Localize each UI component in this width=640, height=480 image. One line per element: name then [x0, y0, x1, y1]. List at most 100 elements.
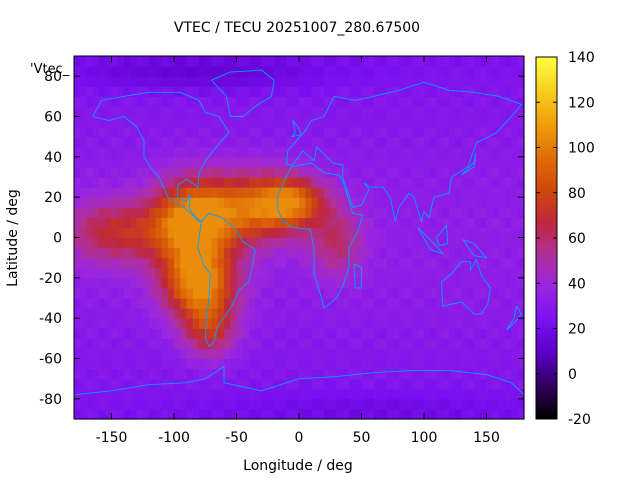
heatmap-cell — [267, 257, 275, 269]
heatmap-cell — [111, 408, 119, 420]
heatmap-cell — [161, 247, 169, 259]
heatmap-cell — [517, 247, 525, 259]
heatmap-cell — [161, 298, 169, 309]
heatmap-cell — [105, 66, 113, 77]
heatmap-cell — [274, 177, 281, 188]
heatmap-cell — [405, 267, 413, 279]
heatmap-cell — [436, 217, 444, 229]
heatmap-cell — [305, 56, 313, 67]
heatmap-cell — [92, 217, 100, 229]
heatmap-cell — [499, 126, 506, 138]
heatmap-cell — [274, 76, 281, 87]
heatmap-cell — [174, 358, 181, 370]
heatmap-cell — [442, 76, 450, 87]
heatmap-cell — [330, 227, 338, 239]
heatmap-cell — [92, 308, 100, 319]
heatmap-cell — [255, 247, 263, 259]
heatmap-cell — [405, 86, 413, 97]
heatmap-cell — [117, 217, 125, 229]
heatmap-cell — [99, 197, 106, 208]
heatmap-cell — [180, 66, 188, 77]
heatmap-cell — [342, 328, 350, 339]
heatmap-cell — [99, 298, 106, 309]
heatmap-cell — [399, 106, 406, 118]
heatmap-cell — [449, 237, 456, 249]
heatmap-cell — [149, 388, 156, 400]
heatmap-cell — [167, 267, 175, 279]
heatmap-cell — [105, 227, 113, 239]
heatmap-cell — [255, 126, 263, 138]
heatmap-cell — [355, 247, 363, 259]
heatmap-cell — [311, 277, 319, 289]
heatmap-cell — [455, 378, 463, 390]
heatmap-cell — [286, 368, 294, 380]
heatmap-cell — [449, 348, 456, 360]
heatmap-cell — [186, 298, 194, 309]
heatmap-cell — [499, 76, 506, 87]
heatmap-cell — [399, 86, 406, 97]
heatmap-cell — [380, 96, 388, 108]
heatmap-cell — [480, 207, 488, 218]
heatmap-cell — [430, 308, 438, 319]
heatmap-cell — [99, 388, 106, 400]
heatmap-cell — [180, 388, 188, 400]
heatmap-cell — [174, 197, 181, 208]
heatmap-cell — [442, 227, 450, 239]
heatmap-cell — [161, 257, 169, 269]
heatmap-cell — [236, 156, 244, 168]
heatmap-cell — [249, 368, 256, 380]
heatmap-cell — [267, 207, 275, 218]
heatmap-cell — [474, 408, 481, 420]
heatmap-cell — [386, 146, 394, 158]
heatmap-cell — [292, 86, 300, 97]
heatmap-cell — [367, 277, 375, 289]
heatmap-cell — [117, 378, 125, 390]
heatmap-cell — [167, 187, 175, 198]
heatmap-cell — [499, 166, 506, 178]
heatmap-cell — [330, 126, 338, 138]
heatmap-cell — [442, 177, 450, 188]
heatmap-cell — [317, 408, 325, 420]
heatmap-cell — [505, 388, 513, 400]
heatmap-cell — [424, 287, 431, 299]
heatmap-cell — [449, 136, 456, 148]
heatmap-cell — [111, 106, 119, 118]
heatmap-cell — [117, 398, 125, 410]
heatmap-cell — [474, 56, 481, 67]
heatmap-cell — [411, 146, 419, 158]
heatmap-cell — [399, 136, 406, 148]
heatmap-cell — [436, 328, 444, 339]
heatmap-cell — [386, 227, 394, 239]
heatmap-cell — [124, 96, 131, 108]
heatmap-cell — [405, 277, 413, 289]
heatmap-cell — [399, 358, 406, 370]
heatmap-cell — [392, 398, 400, 410]
heatmap-cell — [317, 76, 325, 87]
heatmap-cell — [86, 298, 94, 309]
heatmap-cell — [286, 318, 294, 329]
heatmap-cell — [517, 166, 525, 178]
heatmap-cell — [74, 368, 81, 380]
heatmap-cell — [324, 207, 331, 218]
heatmap-cell — [136, 156, 144, 168]
heatmap-cell — [230, 66, 238, 77]
heatmap-cell — [211, 227, 219, 239]
heatmap-cell — [367, 156, 375, 168]
heatmap-cell — [424, 308, 431, 319]
heatmap-cell — [86, 187, 94, 198]
heatmap-cell — [286, 338, 294, 350]
heatmap-cell — [492, 308, 500, 319]
heatmap-cell — [92, 187, 100, 198]
heatmap-cell — [80, 308, 88, 319]
heatmap-cell — [224, 116, 231, 128]
heatmap-cell — [205, 86, 213, 97]
heatmap-cell — [374, 56, 381, 67]
heatmap-cell — [217, 56, 225, 67]
heatmap-cell — [349, 287, 356, 299]
heatmap-cell — [411, 308, 419, 319]
heatmap-cell — [474, 126, 481, 138]
heatmap-cell — [99, 308, 106, 319]
heatmap-cell — [336, 408, 344, 420]
heatmap-cell — [480, 328, 488, 339]
heatmap-cell — [280, 287, 288, 299]
